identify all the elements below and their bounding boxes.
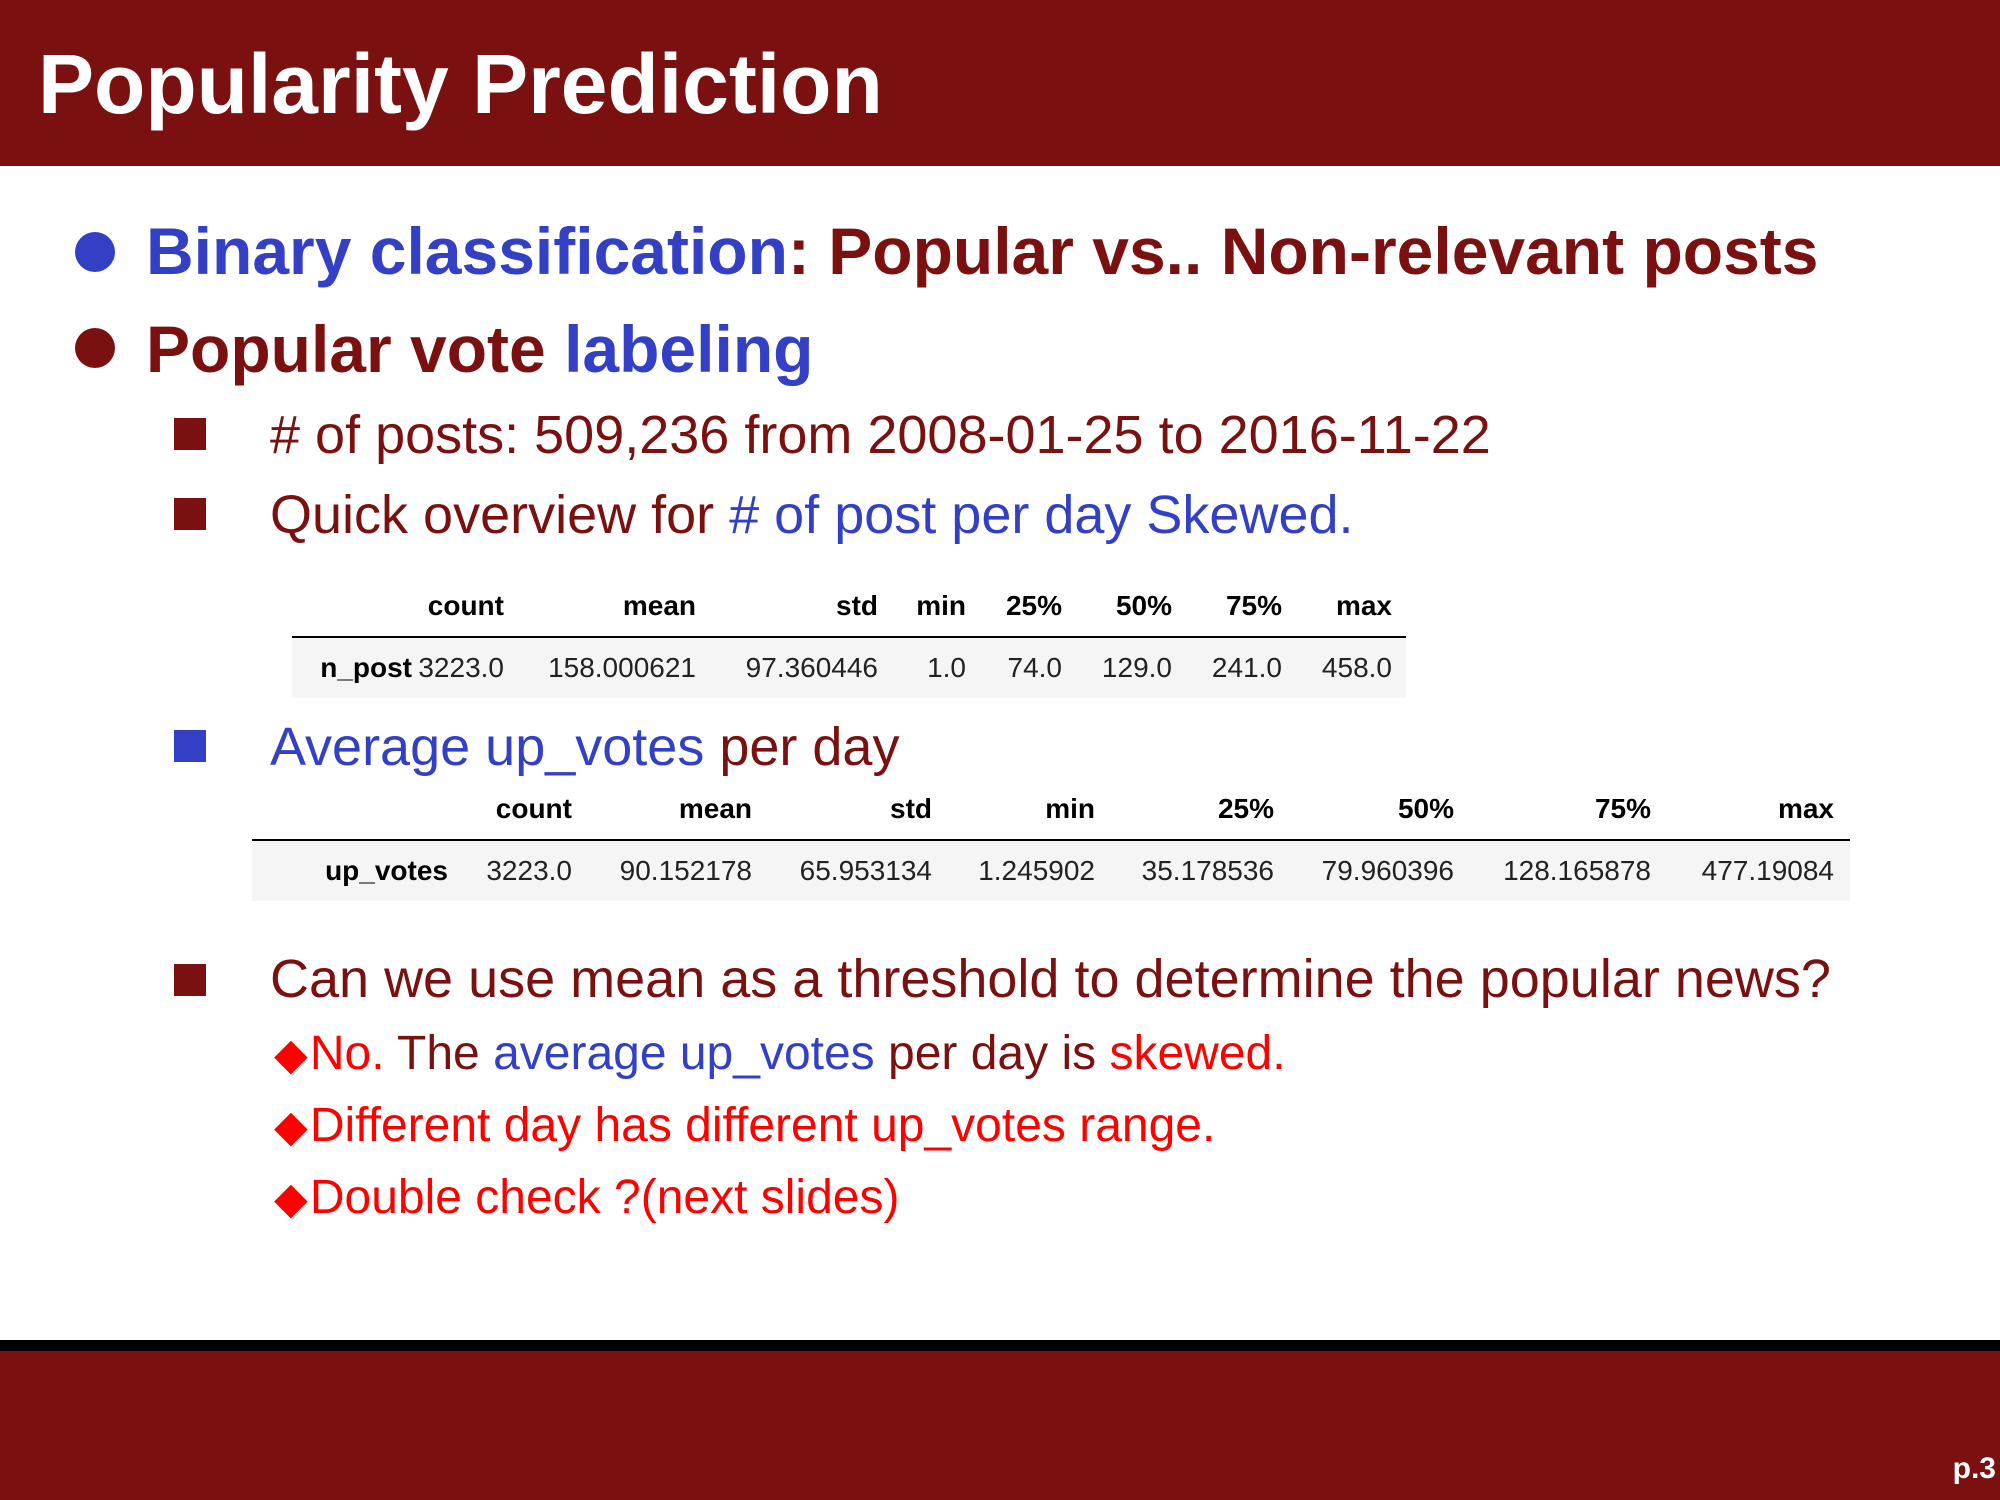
diamond-icon: ◆ [274, 1030, 308, 1079]
binary-classification-rest: : Popular vs.. Non-relevant posts [787, 214, 1819, 288]
overview-highlight: # of post per day Skewed. [729, 485, 1354, 545]
table-corner [292, 590, 412, 638]
column-header: count [412, 590, 504, 638]
row-label: up_votes [252, 840, 448, 901]
average-rest: per day [704, 717, 900, 777]
answer-average-upvotes: average up_votes [493, 1027, 875, 1080]
answer-double-check-text: Double check ?(next slides) [309, 1171, 900, 1224]
average-highlight: Average up_votes [270, 717, 705, 777]
column-header: count [448, 793, 572, 841]
answer-skewed-word: skewed. [1109, 1027, 1286, 1080]
answer-skewed: ◆No. The average up_votes per day is ske… [274, 1030, 1286, 1078]
column-header: 50% [1274, 793, 1454, 841]
table-header-row: count mean std min 25% 50% 75% max [292, 590, 1406, 638]
answer-the: The [384, 1027, 494, 1080]
square-bullet [174, 498, 206, 530]
overview-lead: Quick overview for [270, 485, 730, 545]
table-cell: 3223.0 [448, 840, 572, 901]
column-header: 75% [1454, 793, 1651, 841]
column-header: 50% [1062, 590, 1172, 638]
threshold-question-text: Can we use mean as a threshold to determ… [270, 949, 1831, 1009]
bullet-dot-blue [75, 232, 115, 272]
bullet-popular-vote-labeling: Popular vote labeling [146, 316, 813, 382]
diamond-icon: ◆ [274, 1174, 308, 1223]
labeling-highlight: labeling [564, 312, 814, 386]
column-header: std [752, 793, 932, 841]
table-cell: 74.0 [966, 637, 1062, 698]
answer-no: No. [309, 1027, 385, 1080]
bullet-dot-dark [75, 328, 115, 368]
header-bar [0, 0, 2000, 166]
column-header: min [932, 793, 1095, 841]
n-post-stats-table: count mean std min 25% 50% 75% max n_pos… [292, 590, 1406, 698]
answer-different-range-text: Different day has different up_votes ran… [309, 1099, 1216, 1152]
binary-classification-highlight: Binary classification [146, 214, 788, 288]
labeling-lead: Popular vote [146, 312, 565, 386]
table-cell: 1.245902 [932, 840, 1095, 901]
footer-rule [0, 1340, 2000, 1351]
table-cell: 241.0 [1172, 637, 1282, 698]
column-header: mean [572, 793, 752, 841]
table-cell: 97.360446 [696, 637, 878, 698]
row-label: n_post [292, 637, 412, 698]
page-number: p.3 [1952, 1452, 1996, 1485]
table-corner [252, 793, 448, 841]
column-header: mean [504, 590, 696, 638]
overview-text: Quick overview for # of post per day Ske… [270, 488, 1354, 542]
answer-per-day: per day is [874, 1027, 1110, 1080]
table-cell: 458.0 [1282, 637, 1406, 698]
table-cell: 128.165878 [1454, 840, 1651, 901]
diamond-icon: ◆ [274, 1102, 308, 1151]
slide-title: Popularity Prediction [38, 37, 883, 131]
square-bullet [174, 964, 206, 996]
table-cell: 1.0 [878, 637, 966, 698]
footer-bar [0, 1351, 2000, 1500]
column-header: std [696, 590, 878, 638]
average-upvotes-text: Average up_votes per day [270, 720, 899, 774]
table-cell: 129.0 [1062, 637, 1172, 698]
up-votes-stats-table: count mean std min 25% 50% 75% max up_vo… [252, 793, 1850, 901]
bullet-binary-classification: Binary classification: Popular vs.. Non-… [146, 218, 1818, 284]
table-header-row: count mean std min 25% 50% 75% max [252, 793, 1850, 841]
column-header: max [1282, 590, 1406, 638]
answer-double-check: ◆Double check ?(next slides) [274, 1174, 899, 1222]
table-cell: 3223.0 [412, 637, 504, 698]
column-header: 75% [1172, 590, 1282, 638]
square-bullet [174, 730, 206, 762]
answer-different-range: ◆Different day has different up_votes ra… [274, 1102, 1215, 1150]
posts-count-text: # of posts: 509,236 from 2008-01-25 to 2… [270, 405, 1491, 465]
square-bullet [174, 418, 206, 450]
column-header: 25% [966, 590, 1062, 638]
column-header: max [1651, 793, 1850, 841]
column-header: 25% [1095, 793, 1274, 841]
table-cell: 90.152178 [572, 840, 752, 901]
table-cell: 35.178536 [1095, 840, 1274, 901]
table-row: up_votes 3223.0 90.152178 65.953134 1.24… [252, 840, 1850, 901]
table-cell: 79.960396 [1274, 840, 1454, 901]
table-cell: 477.19084 [1651, 840, 1850, 901]
table-row: n_post 3223.0 158.000621 97.360446 1.0 7… [292, 637, 1406, 698]
table-cell: 158.000621 [504, 637, 696, 698]
table-cell: 65.953134 [752, 840, 932, 901]
column-header: min [878, 590, 966, 638]
